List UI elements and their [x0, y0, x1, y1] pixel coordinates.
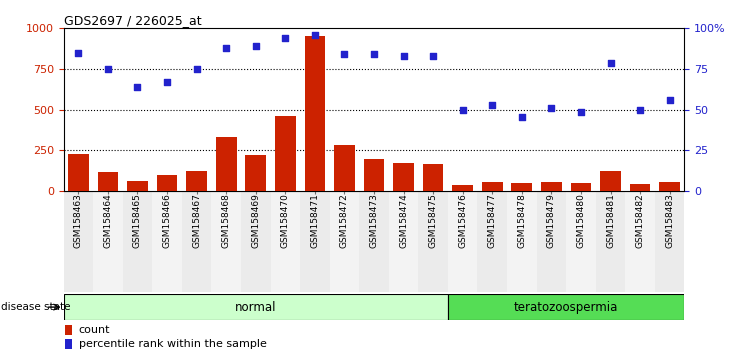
Text: GSM158471: GSM158471 [310, 193, 319, 248]
Bar [304, 36, 325, 191]
Bar [359, 191, 389, 292]
Point [486, 102, 498, 108]
Point [545, 105, 557, 111]
Text: GSM158463: GSM158463 [74, 193, 83, 248]
Point [102, 66, 114, 72]
Point [191, 66, 203, 72]
Bar [300, 191, 330, 292]
Bar [127, 181, 148, 191]
Bar [212, 191, 241, 292]
Bar [389, 191, 418, 292]
Bar [625, 191, 654, 292]
Point [309, 32, 321, 38]
Point [368, 52, 380, 57]
Bar [245, 154, 266, 191]
Text: teratozoospermia: teratozoospermia [514, 301, 619, 314]
Text: GDS2697 / 226025_at: GDS2697 / 226025_at [64, 14, 201, 27]
Text: count: count [79, 325, 110, 335]
Text: GSM158464: GSM158464 [103, 193, 112, 248]
Point [604, 60, 616, 65]
Text: GSM158466: GSM158466 [162, 193, 171, 248]
Point [73, 50, 85, 56]
Bar [571, 183, 591, 191]
Point [516, 114, 528, 120]
Bar [64, 191, 94, 292]
Bar [182, 191, 212, 292]
Bar [153, 191, 182, 292]
Bar [68, 154, 89, 191]
Text: GSM158474: GSM158474 [399, 193, 408, 248]
Point [427, 53, 439, 59]
Bar [393, 162, 414, 191]
Bar [330, 191, 359, 292]
Text: GSM158483: GSM158483 [665, 193, 674, 248]
Text: GSM158470: GSM158470 [280, 193, 289, 248]
Bar [654, 191, 684, 292]
Point [132, 84, 144, 90]
Text: GSM158469: GSM158469 [251, 193, 260, 248]
Bar [216, 137, 236, 191]
Bar [271, 191, 300, 292]
Text: GSM158478: GSM158478 [518, 193, 527, 248]
Bar [448, 294, 684, 320]
Bar [477, 191, 507, 292]
Point [220, 45, 232, 51]
Bar [595, 191, 625, 292]
Point [575, 109, 587, 115]
Point [250, 44, 262, 49]
Bar [241, 191, 271, 292]
Bar [364, 159, 384, 191]
Bar [659, 182, 680, 191]
Point [279, 35, 291, 41]
Bar [482, 182, 503, 191]
Bar [418, 191, 448, 292]
Text: GSM158465: GSM158465 [133, 193, 142, 248]
Text: GSM158480: GSM158480 [577, 193, 586, 248]
Bar [66, 325, 72, 335]
Bar [600, 171, 621, 191]
Point [634, 107, 646, 113]
Point [663, 97, 675, 103]
Bar [275, 116, 295, 191]
Bar [97, 172, 118, 191]
Text: GSM158477: GSM158477 [488, 193, 497, 248]
Bar [448, 191, 477, 292]
Bar [334, 145, 355, 191]
Bar [507, 191, 536, 292]
Text: GSM158481: GSM158481 [606, 193, 615, 248]
Point [398, 53, 410, 59]
Bar [630, 184, 651, 191]
Text: GSM158482: GSM158482 [636, 193, 645, 248]
Bar [156, 175, 177, 191]
Bar [186, 171, 207, 191]
Text: disease state: disease state [1, 302, 70, 312]
Text: GSM158473: GSM158473 [370, 193, 378, 248]
Bar [94, 191, 123, 292]
Bar [512, 183, 532, 191]
Text: GSM158468: GSM158468 [221, 193, 230, 248]
Bar [453, 185, 473, 191]
Bar [536, 191, 566, 292]
Text: normal: normal [235, 301, 277, 314]
Text: GSM158476: GSM158476 [459, 193, 468, 248]
Text: GSM158475: GSM158475 [429, 193, 438, 248]
Bar [66, 339, 72, 349]
Text: GSM158479: GSM158479 [547, 193, 556, 248]
Bar [566, 191, 595, 292]
Point [338, 52, 350, 57]
Bar [64, 294, 448, 320]
Point [457, 107, 469, 113]
Bar [423, 164, 444, 191]
Point [161, 79, 173, 85]
Text: GSM158472: GSM158472 [340, 193, 349, 248]
Text: percentile rank within the sample: percentile rank within the sample [79, 339, 266, 349]
Text: GSM158467: GSM158467 [192, 193, 201, 248]
Bar [123, 191, 153, 292]
Bar [541, 182, 562, 191]
